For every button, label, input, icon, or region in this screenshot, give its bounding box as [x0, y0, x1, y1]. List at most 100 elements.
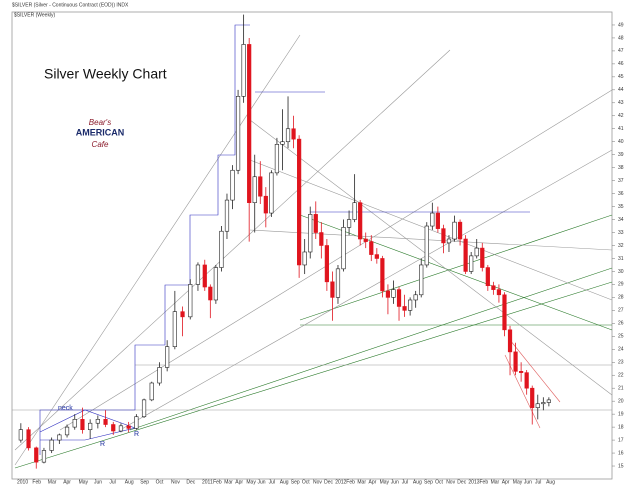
logo-mid: AMERICAN: [76, 127, 125, 137]
x-tick-label: Feb: [480, 479, 489, 485]
y-tick-label: 29: [618, 282, 624, 288]
candle-body: [496, 289, 502, 296]
x-tick-label: Aug: [546, 479, 555, 485]
x-tick-label: Sep: [424, 479, 433, 485]
candle-body: [474, 247, 479, 257]
candle-body: [224, 199, 230, 232]
x-tick-label: Apr: [369, 479, 377, 485]
candle-body: [111, 424, 116, 432]
x-tick-label: May: [380, 479, 390, 485]
candle-body: [235, 96, 241, 171]
y-tick-label: 21: [618, 386, 624, 392]
logo-top: Bear's: [89, 118, 111, 127]
trendline: [14, 281, 613, 469]
candle-body: [413, 294, 418, 301]
candle-body: [541, 402, 546, 405]
x-tick-label: Mar: [48, 479, 57, 485]
candle-body: [324, 245, 329, 283]
candle-body: [26, 429, 31, 449]
candle-body: [291, 128, 296, 140]
y-tick-label: 41: [618, 126, 624, 132]
candle-body: [280, 141, 285, 145]
y-tick-label: 36: [618, 191, 624, 197]
x-tick-label: Dec: [324, 479, 333, 485]
trendline: [249, 159, 613, 301]
y-tick-label: 44: [618, 87, 624, 93]
y-tick-label: 27: [618, 308, 624, 314]
candle-body: [385, 290, 391, 298]
x-tick-label: Apr: [63, 479, 71, 485]
y-tick-label: 34: [618, 217, 624, 223]
x-tick-label: Oct: [435, 479, 443, 485]
candle-body: [346, 219, 352, 228]
trendline: [249, 119, 613, 396]
candle-body: [297, 138, 302, 266]
candle-body: [441, 228, 446, 244]
candle-body: [352, 202, 357, 220]
candle-body: [452, 221, 457, 240]
candle-body: [330, 281, 335, 298]
candle-body: [64, 426, 70, 436]
candle-body: [134, 416, 139, 429]
candle-body: [188, 284, 193, 318]
x-tick-label: 2013: [468, 479, 479, 485]
candle-body: [88, 422, 93, 431]
candle-body: [430, 212, 435, 227]
chart-title: Silver Weekly Chart: [44, 66, 167, 82]
x-tick-label: Mar: [224, 479, 233, 485]
annotation: R: [100, 441, 105, 448]
x-tick-label: May: [246, 479, 256, 485]
y-tick-label: 40: [618, 139, 624, 145]
trendline: [509, 339, 561, 403]
x-tick-label: Apr: [235, 479, 243, 485]
candle-body: [213, 267, 218, 301]
candle-body: [457, 221, 463, 240]
candle-body: [374, 254, 379, 259]
x-tick-label: Mar: [491, 479, 500, 485]
x-tick-label: Mar: [357, 479, 366, 485]
candle-body: [502, 294, 507, 331]
x-tick-label: Dec: [186, 479, 195, 485]
x-tick-label: Jun: [94, 479, 102, 485]
candle-body: [95, 419, 100, 424]
x-tick-label: Nov: [446, 479, 455, 485]
y-tick-label: 17: [618, 437, 624, 443]
x-tick-label: Sep: [140, 479, 149, 485]
candle-body: [402, 306, 407, 311]
candle-body: [524, 372, 529, 389]
candle-body: [230, 169, 235, 201]
candle-body: [202, 264, 207, 288]
x-tick-label: 2010: [17, 479, 28, 485]
candle-body: [208, 286, 213, 301]
candle-body: [363, 238, 368, 242]
x-tick-label: Feb: [213, 479, 222, 485]
candle-body: [157, 367, 162, 384]
y-tick-label: 38: [618, 165, 624, 171]
x-tick-label: Aug: [280, 479, 289, 485]
candle-body: [247, 44, 252, 203]
trendline: [59, 89, 613, 431]
logo: Bear's AMERICAN Cafe: [76, 118, 125, 149]
x-tick-label: Apr: [502, 479, 510, 485]
candle-body: [491, 285, 496, 290]
candle-body: [165, 346, 170, 368]
x-tick-label: May: [79, 479, 89, 485]
candle-body: [258, 176, 263, 197]
candle-body: [195, 264, 201, 285]
y-tick-label: 46: [618, 61, 624, 67]
x-tick-label: 2011: [202, 479, 213, 485]
x-tick-label: Jul: [402, 479, 408, 485]
candle-body: [126, 425, 131, 429]
x-tick-label: Aug: [413, 479, 422, 485]
y-tick-label: 32: [618, 243, 624, 249]
candle-body: [141, 399, 147, 418]
candle-body: [530, 387, 535, 408]
candle-body: [313, 214, 318, 233]
trendline: [14, 49, 451, 451]
x-tick-label: Oct: [156, 479, 164, 485]
candle-body: [41, 450, 47, 463]
candle-body: [149, 382, 154, 401]
candle-body: [424, 225, 429, 266]
y-tick-label: 43: [618, 100, 624, 106]
trendline: [14, 34, 301, 466]
